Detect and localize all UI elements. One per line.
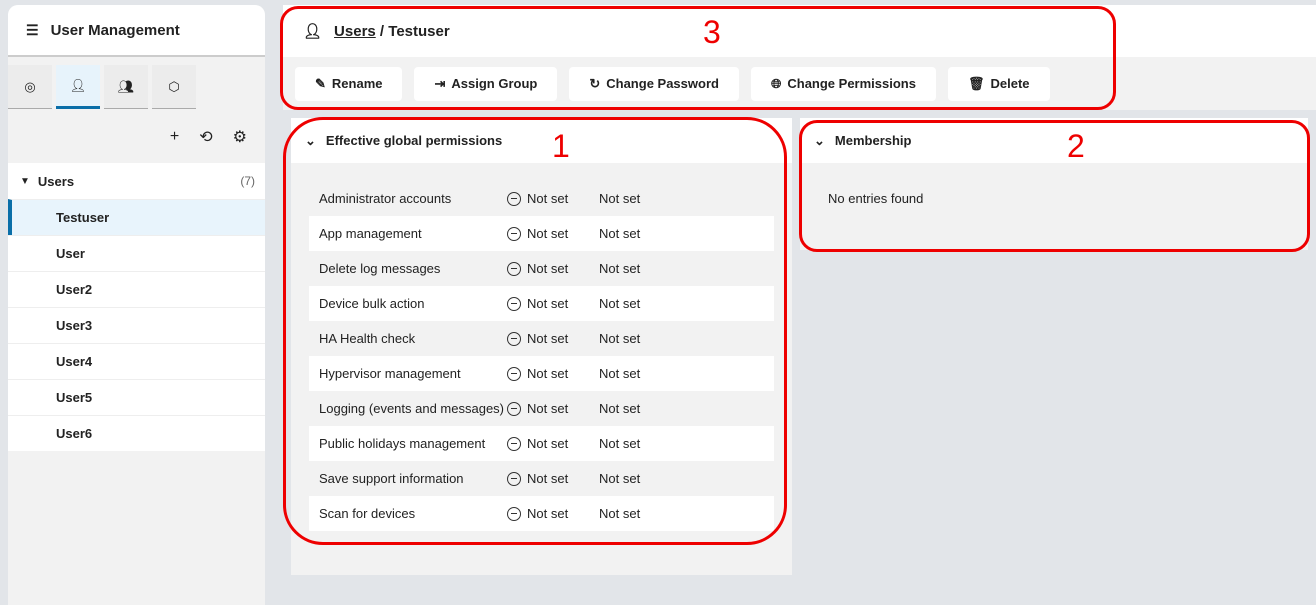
annotation-number-1: 1 [552, 128, 570, 164]
permission-row: Public holidays management Not set Not set [309, 426, 774, 461]
not-set-icon [507, 226, 521, 241]
permission-inherited: Not set [599, 331, 641, 346]
tree-item-user[interactable]: User6 [8, 415, 265, 451]
permission-state: Not set [527, 436, 569, 451]
permissions-header[interactable]: ⌄ Effective global permissions [291, 118, 792, 163]
permission-inherited: Not set [599, 261, 641, 276]
not-set-icon [507, 506, 521, 521]
not-set-icon [507, 191, 521, 206]
tab-roles[interactable]: ⬡ [152, 65, 196, 109]
permission-state: Not set [527, 191, 569, 206]
not-set-icon [507, 401, 521, 416]
annotation-box-2 [799, 120, 1310, 252]
permission-state: Not set [527, 506, 569, 521]
breadcrumb-sep: / [375, 22, 389, 40]
permission-inherited: Not set [599, 296, 641, 311]
add-icon[interactable]: + [169, 127, 180, 145]
annotation-box-3 [280, 6, 1116, 110]
not-set-icon [507, 331, 521, 346]
membership-empty: No entries found [828, 191, 924, 206]
not-set-icon [507, 471, 521, 486]
user-icon: 👤︎ [303, 23, 323, 40]
tree-item-user[interactable]: User2 [8, 271, 265, 307]
membership-header[interactable]: ⌄ Membership [800, 118, 1308, 163]
permission-row: Scan for devices Not set Not set [309, 496, 774, 531]
annotation-number-2: 2 [1067, 128, 1085, 164]
permission-inherited: Not set [599, 226, 641, 241]
tree-count: (7) [240, 174, 255, 188]
globe-lock-icon: 🌐︎ [770, 75, 782, 91]
tree-item-user[interactable]: User4 [8, 343, 265, 379]
delete-button[interactable]: 🗑︎ Delete [947, 66, 1050, 101]
tab-users[interactable]: 👤︎ [56, 65, 100, 109]
permission-inherited: Not set [599, 366, 641, 381]
change-password-button[interactable]: ↻ Change Password [569, 66, 739, 101]
tree-label: Users [37, 173, 75, 189]
tab-groups[interactable]: 👥︎ [104, 65, 148, 109]
tree-item-user[interactable]: User3 [8, 307, 265, 343]
settings-export-icon[interactable]: ⚙ [232, 128, 247, 146]
chevron-down-icon: ⌄ [814, 132, 825, 148]
permission-state: Not set [527, 261, 569, 276]
caret-down-icon: ▼ [20, 175, 30, 187]
breadcrumb-current: Testuser [388, 22, 450, 40]
tab-account[interactable]: ◎ [8, 65, 52, 109]
sidebar-header: ☰ User Management [8, 5, 265, 57]
permission-row: Delete log messages Not set Not set [309, 251, 774, 286]
not-set-icon [507, 366, 521, 381]
permission-row: HA Health check Not set Not set [309, 321, 774, 356]
permission-inherited: Not set [599, 436, 641, 451]
sidebar-title: User Management [50, 21, 180, 39]
tree-item-user[interactable]: User5 [8, 379, 265, 415]
permission-row: Device bulk action Not set Not set [309, 286, 774, 321]
permission-inherited: Not set [599, 401, 641, 416]
not-set-icon [507, 296, 521, 311]
permission-inherited: Not set [599, 506, 641, 521]
not-set-icon [507, 261, 521, 276]
permission-row: App management Not set Not set [309, 216, 774, 251]
assign-icon: ⇥ [434, 75, 446, 91]
permission-state: Not set [527, 331, 569, 346]
assign-group-button[interactable]: ⇥ Assign Group [414, 66, 558, 101]
permission-state: Not set [527, 296, 569, 311]
permission-row: Save support information Not set Not set [309, 461, 774, 496]
page-header: 👤︎ Users / Testuser [283, 5, 1316, 57]
sidebar-tabs: ◎ 👤︎ 👥︎ ⬡ [8, 57, 265, 110]
change-permissions-button[interactable]: 🌐︎ Change Permissions [750, 66, 936, 101]
annotation-box-1 [283, 117, 787, 545]
permission-row: Administrator accounts Not set Not set [309, 181, 774, 216]
tree-item-user[interactable]: User [8, 235, 265, 271]
pencil-icon: ✎ [315, 75, 326, 91]
permission-state: Not set [527, 366, 569, 381]
trash-icon: 🗑︎ [967, 75, 985, 91]
sidebar: ☰ User Management ◎ 👤︎ 👥︎ ⬡ + ⟲ ⚙ ▼ Users (… [8, 5, 265, 605]
password-reset-icon: ↻ [589, 75, 601, 91]
rename-button[interactable]: ✎ Rename [295, 66, 403, 101]
tree-users-group[interactable]: ▼ Users (7) [8, 163, 265, 199]
membership-panel: ⌄ Membership No entries found [800, 118, 1308, 250]
permissions-panel: ⌄ Effective global permissions Administra… [291, 118, 792, 575]
not-set-icon [507, 436, 521, 451]
permission-state: Not set [527, 226, 569, 241]
permission-state: Not set [527, 401, 569, 416]
permission-row: Hypervisor management Not set Not set [309, 356, 774, 391]
collapse-menu-icon[interactable]: ☰ [26, 21, 39, 38]
toolbar: ✎ Rename ⇥ Assign Group ↻ Change Password 🌐… [283, 57, 1316, 110]
sidebar-tools: + ⟲ ⚙ [8, 110, 265, 163]
tree-item-user[interactable]: Testuser [8, 199, 265, 235]
permission-state: Not set [527, 471, 569, 486]
refresh-icon[interactable]: ⟲ [199, 128, 213, 146]
breadcrumb-users-link[interactable]: Users [334, 22, 376, 40]
annotation-number-3: 3 [703, 14, 721, 50]
permission-inherited: Not set [599, 191, 641, 206]
permission-inherited: Not set [599, 471, 641, 486]
permission-row: Logging (events and messages) Not set Not … [309, 391, 774, 426]
